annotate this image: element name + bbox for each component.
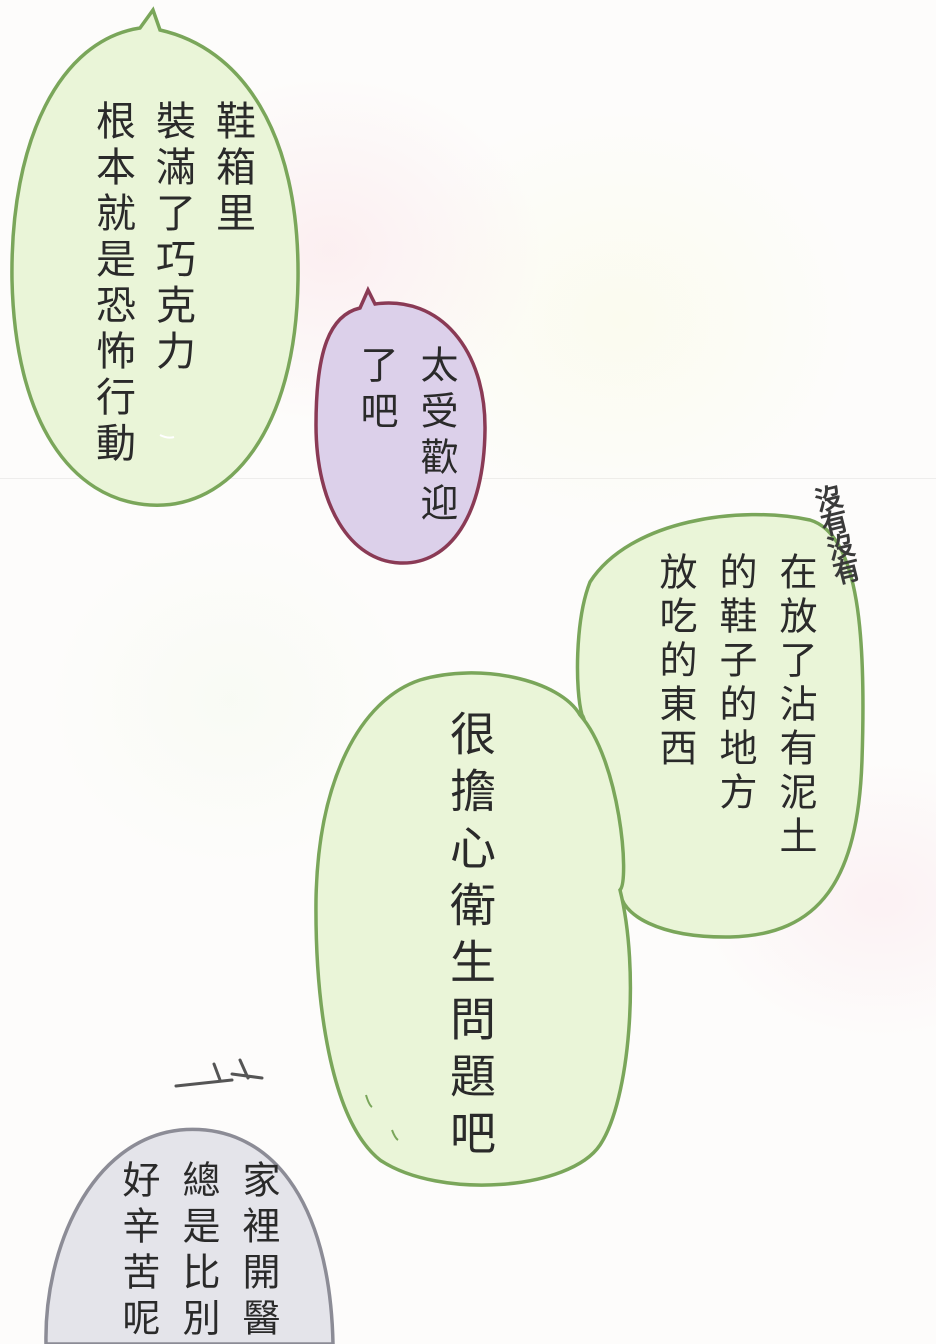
popular-bubble <box>314 285 487 565</box>
popular-text: 太受歡迎 了吧 <box>346 345 466 529</box>
muddy-shoes-text: 在放了沾有泥土 的鞋子的地方 放吃的東西 <box>645 552 825 860</box>
clinic-line-2: 總是比別 <box>176 1160 220 1344</box>
shoe-box-line-1: 鞋箱里 <box>209 100 255 238</box>
muddy-shoes-line-3: 放吃的東西 <box>653 552 697 772</box>
muddy-shoes-line-2: 的鞋子的地方 <box>713 552 757 816</box>
clinic-line-1: 家裡開醫 <box>236 1160 280 1344</box>
shoe-box-line-3: 根本就是恐怖行動 <box>89 100 135 468</box>
hygiene-bubble <box>314 671 633 1187</box>
muddy-shoes-line-1: 在放了沾有泥土 <box>773 552 817 860</box>
shoe-box-line-2: 裝滿了巧克力 <box>149 100 195 376</box>
shoe-box-text: 鞋箱里 裝滿了巧克力 根本就是恐怖行動 <box>82 100 262 468</box>
sweat-mark-3 <box>159 434 175 439</box>
sweat-mark-2 <box>391 1129 399 1141</box>
popular-line-1: 太受歡迎 <box>414 345 458 529</box>
shoe-box-bubble <box>10 6 300 507</box>
hygiene-line-1: 很擔心衛生問題吧 <box>443 710 497 1166</box>
hygiene-text: 很擔心衛生問題吧 <box>440 710 500 1166</box>
clinic-bubble <box>44 1127 335 1344</box>
clinic-line-3: 好辛苦呢 <box>116 1160 160 1344</box>
clinic-text: 家裡開醫 總是比別 好辛苦呢 <box>108 1160 288 1344</box>
scribble-mark <box>174 1058 264 1088</box>
sweat-mark-1 <box>365 1094 373 1108</box>
popular-line-2: 了吧 <box>354 345 398 437</box>
